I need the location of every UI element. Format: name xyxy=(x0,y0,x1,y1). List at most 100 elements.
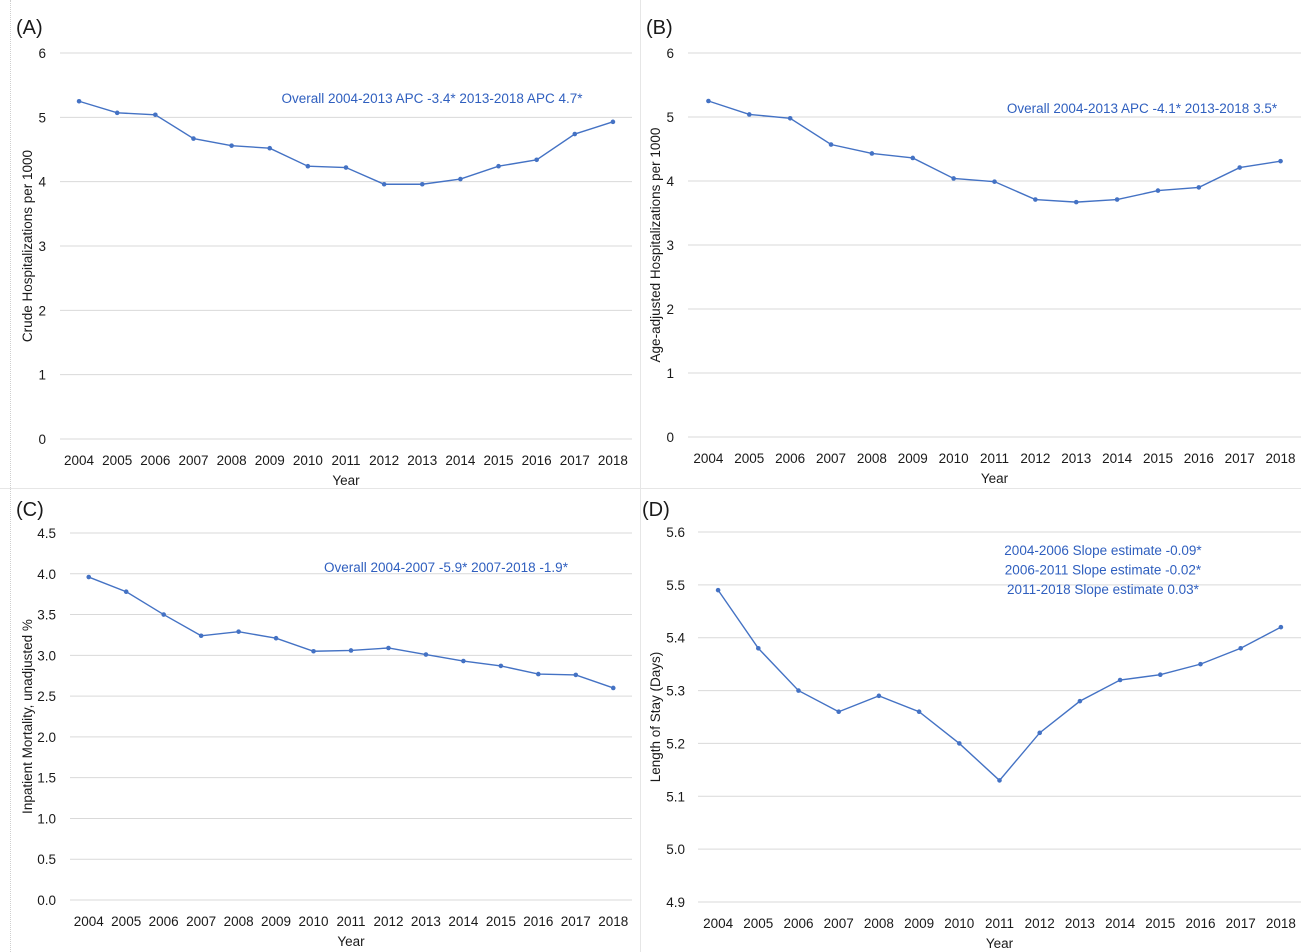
y-tick-label: 5 xyxy=(666,110,674,125)
x-tick-label: 2007 xyxy=(824,916,854,931)
y-tick-label: 1.0 xyxy=(37,811,56,826)
x-tick-label: 2007 xyxy=(186,914,216,929)
data-point xyxy=(236,629,241,634)
x-axis-label: Year xyxy=(337,934,365,949)
data-point xyxy=(1117,677,1123,683)
x-tick-label: 2011 xyxy=(331,453,360,468)
x-tick-label: 2013 xyxy=(1065,916,1095,931)
y-tick-label: 2 xyxy=(666,302,674,317)
data-point xyxy=(573,672,579,678)
trend-annotation: 2004-2006 Slope estimate -0.09* xyxy=(1004,543,1202,558)
x-tick-label: 2004 xyxy=(64,453,95,468)
panel-label: (A) xyxy=(16,17,43,39)
x-tick-label: 2006 xyxy=(775,451,805,466)
y-tick-label: 4.0 xyxy=(37,567,56,582)
trend-annotation: Overall 2004-2013 APC -4.1* 2013-2018 3.… xyxy=(1007,101,1278,116)
x-tick-label: 2012 xyxy=(1025,916,1055,931)
data-point xyxy=(1237,165,1242,170)
data-point xyxy=(610,685,616,691)
data-point xyxy=(876,693,882,699)
x-tick-label: 2014 xyxy=(448,914,479,929)
y-tick-label: 2.5 xyxy=(37,689,56,704)
panel-label: (B) xyxy=(646,17,673,39)
data-point xyxy=(386,645,391,651)
x-tick-label: 2018 xyxy=(1266,451,1296,466)
data-point xyxy=(498,663,504,669)
x-tick-label: 2015 xyxy=(486,914,516,929)
data-point xyxy=(381,181,387,187)
chart-panel-a: (A) 0 1 2 3 4 5 6 2004 2005 2006 2007 2008 2009 2010 2… xyxy=(16,17,632,488)
y-tick-label: 5.2 xyxy=(666,736,685,751)
x-tick-label: 2016 xyxy=(1185,916,1215,931)
horizontal-divider xyxy=(0,488,1301,489)
series-line xyxy=(717,589,1282,782)
data-point xyxy=(1196,185,1202,190)
x-tick-label: 2009 xyxy=(261,914,291,929)
x-tick-label: 2015 xyxy=(1145,916,1175,931)
x-tick-label: 2015 xyxy=(1143,451,1173,466)
x-tick-label: 2007 xyxy=(816,451,846,466)
x-tick-label: 2013 xyxy=(411,914,441,929)
y-axis-label: Age-adjusted Hospitalizations per 1000 xyxy=(648,128,663,363)
data-point xyxy=(419,181,425,187)
x-tick-label: 2016 xyxy=(523,914,553,929)
x-tick-label: 2010 xyxy=(939,451,969,466)
series-line xyxy=(88,576,614,689)
x-tick-label: 2013 xyxy=(1061,451,1091,466)
x-tick-label: 2017 xyxy=(561,914,591,929)
data-point xyxy=(951,176,956,181)
data-point xyxy=(1033,197,1038,202)
data-point xyxy=(536,671,541,677)
x-tick-label: 2017 xyxy=(1225,451,1255,466)
data-point xyxy=(796,688,801,693)
data-point xyxy=(273,635,279,641)
x-tick-label: 2012 xyxy=(369,453,399,468)
y-tick-label: 0.5 xyxy=(37,852,56,867)
y-axis-label: Crude Hospitalizations per 1000 xyxy=(20,150,35,342)
y-tick-label: 0 xyxy=(666,430,674,445)
y-tick-label: 5.6 xyxy=(666,525,685,540)
y-tick-label: 4 xyxy=(666,174,674,189)
x-tick-label: 2009 xyxy=(255,453,285,468)
series-line xyxy=(78,100,614,185)
x-tick-label: 2008 xyxy=(857,451,887,466)
data-point xyxy=(787,115,793,121)
y-tick-label: 3 xyxy=(38,239,46,254)
y-tick-label: 0.0 xyxy=(37,893,56,908)
y-tick-label: 6 xyxy=(38,46,46,61)
data-point xyxy=(916,709,922,715)
x-axis-label: Year xyxy=(981,471,1009,486)
x-tick-label: 2010 xyxy=(293,453,323,468)
data-point xyxy=(1158,672,1163,678)
y-tick-label: 2.0 xyxy=(37,730,56,745)
y-tick-label: 3 xyxy=(666,238,674,253)
y-tick-label: 5.5 xyxy=(666,578,685,593)
x-tick-label: 2014 xyxy=(1102,451,1133,466)
y-tick-label: 6 xyxy=(666,46,674,61)
y-tick-label: 2 xyxy=(38,303,46,318)
y-tick-label: 1.5 xyxy=(37,771,56,786)
y-tick-label: 3.0 xyxy=(37,648,56,663)
x-tick-label: 2005 xyxy=(111,914,141,929)
data-point xyxy=(343,165,349,170)
x-tick-label: 2005 xyxy=(734,451,764,466)
y-tick-label: 5.1 xyxy=(666,789,685,804)
y-tick-label: 4 xyxy=(38,175,46,190)
data-point xyxy=(534,157,539,163)
y-tick-label: 1 xyxy=(38,368,46,383)
data-point xyxy=(191,136,196,141)
y-axis-label: Inpatient Mortality, unadjusted % xyxy=(20,619,35,814)
x-tick-label: 2013 xyxy=(407,453,437,468)
data-point xyxy=(1278,158,1283,164)
x-axis-label: Year xyxy=(332,473,360,488)
data-point xyxy=(1077,698,1083,704)
data-point xyxy=(267,145,273,151)
y-tick-label: 0 xyxy=(38,432,46,447)
data-point xyxy=(311,648,316,654)
data-point xyxy=(348,648,354,653)
x-tick-label: 2004 xyxy=(74,914,105,929)
data-point xyxy=(458,176,463,182)
data-point xyxy=(756,645,761,651)
data-point xyxy=(76,98,82,104)
